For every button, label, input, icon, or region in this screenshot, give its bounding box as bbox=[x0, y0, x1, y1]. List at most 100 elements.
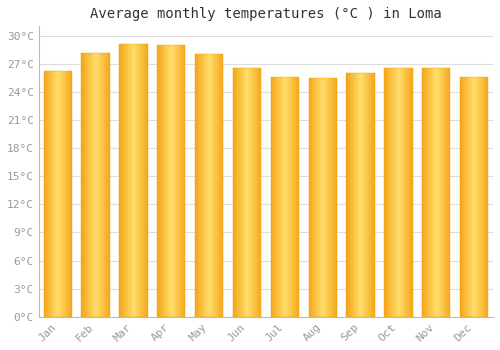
Bar bbox=[316, 78, 317, 317]
Bar bbox=[272, 77, 273, 317]
Bar bbox=[462, 77, 463, 317]
Bar bbox=[99, 54, 100, 317]
Bar bbox=[69, 71, 70, 317]
Bar bbox=[390, 69, 391, 317]
Bar bbox=[478, 77, 479, 317]
Bar bbox=[165, 45, 166, 317]
Bar bbox=[105, 54, 106, 317]
Bar bbox=[222, 54, 223, 317]
Bar bbox=[465, 77, 466, 317]
Bar bbox=[432, 68, 433, 317]
Bar bbox=[447, 68, 448, 317]
Bar bbox=[274, 77, 275, 317]
Bar bbox=[280, 77, 281, 317]
Bar bbox=[407, 69, 408, 317]
Bar bbox=[202, 54, 203, 317]
Bar bbox=[314, 78, 315, 317]
Bar bbox=[143, 44, 144, 317]
Bar bbox=[433, 68, 434, 317]
Bar bbox=[464, 77, 465, 317]
Bar bbox=[438, 68, 439, 317]
Bar bbox=[120, 44, 121, 317]
Bar bbox=[427, 68, 428, 317]
Bar bbox=[308, 78, 309, 317]
Bar bbox=[57, 71, 58, 317]
Bar bbox=[70, 71, 71, 317]
Bar bbox=[317, 78, 318, 317]
Bar bbox=[103, 54, 104, 317]
Bar bbox=[96, 54, 98, 317]
Bar bbox=[237, 68, 238, 317]
Bar bbox=[71, 71, 72, 317]
Bar bbox=[47, 71, 48, 317]
Bar bbox=[185, 45, 186, 317]
Bar bbox=[106, 54, 107, 317]
Bar bbox=[119, 44, 120, 317]
Bar bbox=[65, 71, 66, 317]
Bar bbox=[321, 78, 322, 317]
Bar bbox=[460, 77, 461, 317]
Bar bbox=[183, 45, 184, 317]
Bar bbox=[164, 45, 165, 317]
Bar bbox=[310, 78, 311, 317]
Bar bbox=[126, 44, 127, 317]
Bar bbox=[477, 77, 478, 317]
Bar bbox=[326, 78, 328, 317]
Bar bbox=[469, 77, 470, 317]
Bar bbox=[365, 73, 366, 317]
Bar bbox=[406, 69, 407, 317]
Bar bbox=[448, 68, 449, 317]
Bar bbox=[84, 54, 85, 317]
Bar bbox=[312, 78, 313, 317]
Bar bbox=[177, 45, 178, 317]
Bar bbox=[170, 45, 172, 317]
Bar bbox=[223, 54, 224, 317]
Bar bbox=[315, 78, 316, 317]
Bar bbox=[253, 68, 254, 317]
Bar bbox=[411, 69, 412, 317]
Bar bbox=[201, 54, 202, 317]
Bar bbox=[58, 71, 59, 317]
Bar bbox=[426, 68, 427, 317]
Bar bbox=[173, 45, 174, 317]
Bar bbox=[238, 68, 239, 317]
Bar bbox=[55, 71, 56, 317]
Bar bbox=[62, 71, 63, 317]
Bar bbox=[102, 54, 103, 317]
Bar bbox=[486, 77, 487, 317]
Bar bbox=[479, 77, 480, 317]
Bar bbox=[108, 54, 109, 317]
Bar bbox=[54, 71, 55, 317]
Bar bbox=[357, 73, 358, 317]
Bar bbox=[182, 45, 183, 317]
Bar bbox=[137, 44, 138, 317]
Bar bbox=[470, 77, 472, 317]
Bar bbox=[51, 71, 52, 317]
Bar bbox=[398, 69, 399, 317]
Bar bbox=[211, 54, 212, 317]
Bar bbox=[408, 69, 409, 317]
Bar bbox=[158, 45, 159, 317]
Bar bbox=[95, 54, 96, 317]
Bar bbox=[285, 77, 286, 317]
Bar bbox=[67, 71, 68, 317]
Bar bbox=[63, 71, 64, 317]
Bar bbox=[128, 44, 129, 317]
Bar bbox=[320, 78, 321, 317]
Bar bbox=[389, 69, 390, 317]
Bar bbox=[219, 54, 220, 317]
Bar bbox=[134, 44, 135, 317]
Bar bbox=[119, 44, 148, 317]
Bar bbox=[259, 68, 260, 317]
Bar bbox=[136, 44, 137, 317]
Bar bbox=[362, 73, 363, 317]
Bar bbox=[217, 54, 218, 317]
Bar bbox=[205, 54, 206, 317]
Bar bbox=[220, 54, 221, 317]
Bar bbox=[373, 73, 374, 317]
Bar bbox=[313, 78, 314, 317]
Bar bbox=[246, 68, 247, 317]
Bar bbox=[298, 77, 299, 317]
Bar bbox=[483, 77, 484, 317]
Bar bbox=[233, 68, 261, 317]
